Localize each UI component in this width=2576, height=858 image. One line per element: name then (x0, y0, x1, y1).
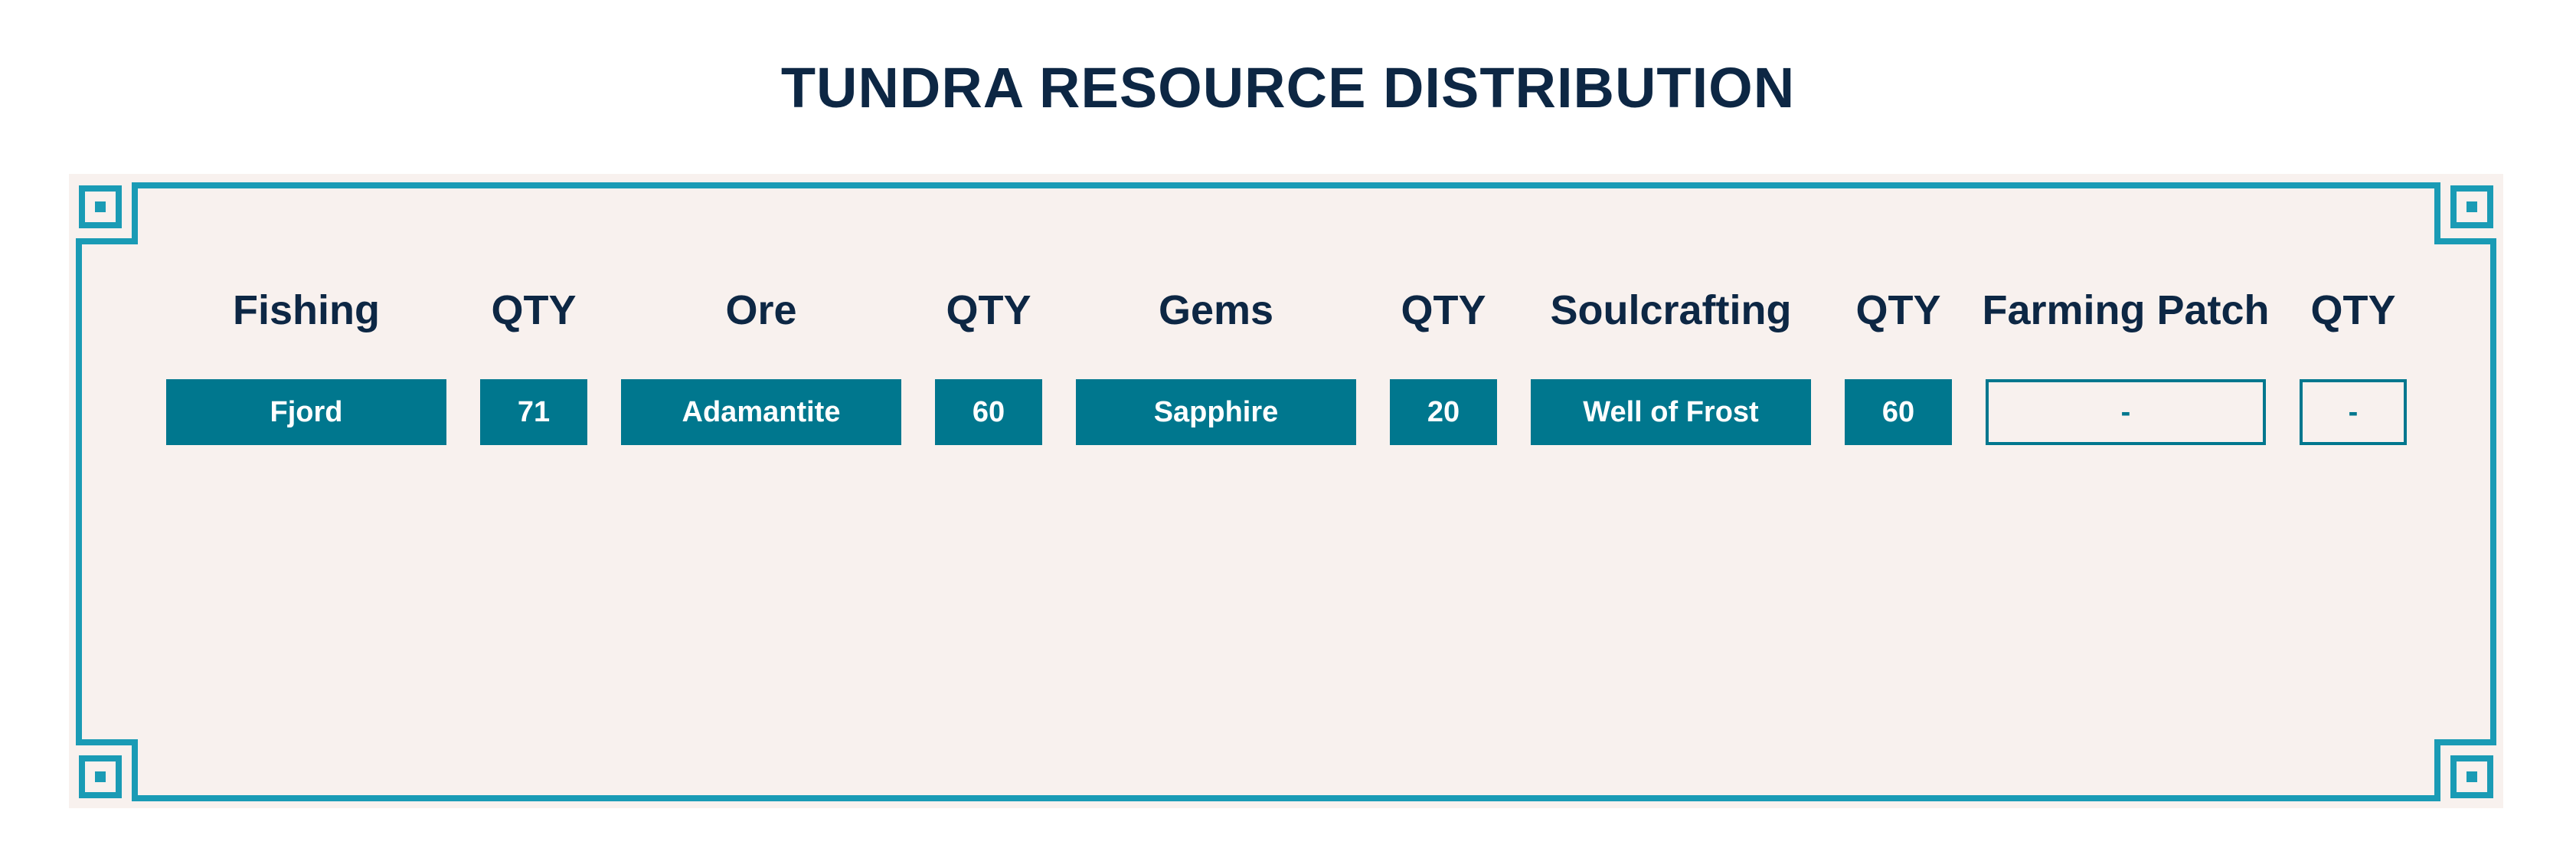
column-header: QTY (1401, 287, 1486, 333)
table-cell: 20 (1390, 379, 1497, 445)
table-cell: Fjord (166, 379, 446, 445)
table-cell: Sapphire (1076, 379, 1356, 445)
panel (69, 174, 2503, 808)
page-title: TUNDRA RESOURCE DISTRIBUTION (780, 56, 1796, 120)
column-header: Farming Patch (1982, 287, 2270, 333)
table-cell: Well of Frost (1531, 379, 1811, 445)
table-cell: - (2300, 379, 2407, 445)
column-header: Soulcrafting (1550, 287, 1792, 333)
column-header: Ore (725, 287, 797, 333)
column-header: QTY (2310, 287, 2396, 333)
column-header: Fishing (233, 287, 380, 333)
column-header: QTY (1855, 287, 1941, 333)
table-cell: 60 (935, 379, 1042, 445)
column-header: QTY (946, 287, 1031, 333)
table-cell: Adamantite (621, 379, 901, 445)
column-header: Gems (1158, 287, 1274, 333)
table-cell: - (1986, 379, 2266, 445)
table-cell: 71 (480, 379, 587, 445)
table-cell: 60 (1845, 379, 1952, 445)
column-header: QTY (491, 287, 577, 333)
